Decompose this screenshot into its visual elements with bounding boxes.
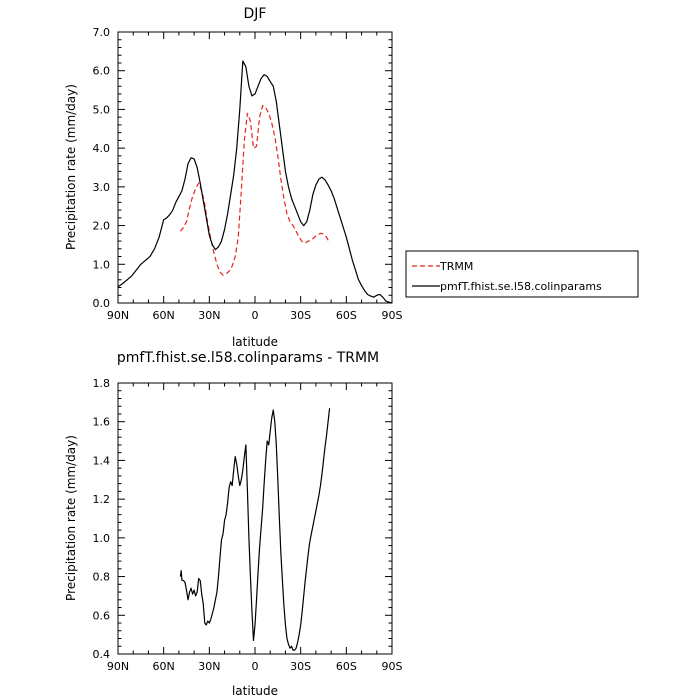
top-chart-title: DJF bbox=[244, 6, 267, 22]
top-chart-panel: DJF 90N 60N 30N 0 30S 60S 90S 0.0 1.0 2.0 3.0 4.0 5.… bbox=[64, 6, 403, 349]
bottom-y-tick-label: 1.4 bbox=[93, 454, 111, 467]
bottom-x-tick-label: 60N bbox=[153, 660, 175, 673]
bottom-y-tick-label: 1.6 bbox=[93, 416, 111, 429]
top-plot-frame bbox=[117, 31, 393, 304]
bottom-series-line-0 bbox=[179, 408, 331, 651]
bottom-plot-frame bbox=[117, 382, 393, 655]
bottom-x-tick-label: 90N bbox=[107, 660, 129, 673]
top-y-tick-label: 6.0 bbox=[93, 65, 111, 78]
top-x-tick-label: 0 bbox=[252, 309, 259, 322]
bottom-chart-panel: pmfT.fhist.se.l58.colinparams - TRMM 90N… bbox=[64, 350, 403, 698]
bottom-x-tick-label: 90S bbox=[382, 660, 403, 673]
bottom-y-axis-title: Precipitation rate (mm/day) bbox=[64, 435, 78, 601]
bottom-x-tick-label: 0 bbox=[252, 660, 259, 673]
top-y-axis-title: Precipitation rate (mm/day) bbox=[64, 84, 78, 250]
top-y-tick-label: 1.0 bbox=[93, 258, 111, 271]
bottom-y-tick-label: 1.2 bbox=[93, 493, 111, 506]
top-y-tick-label: 2.0 bbox=[93, 220, 111, 233]
legend-label-trmm: TRMM bbox=[439, 260, 473, 273]
legend: TRMM pmfT.fhist.se.l58.colinparams bbox=[405, 250, 639, 298]
legend-label-model: pmfT.fhist.se.l58.colinparams bbox=[440, 280, 602, 293]
top-x-tick-label: 30S bbox=[290, 309, 311, 322]
top-series-group bbox=[117, 60, 393, 304]
top-x-tick-label: 30N bbox=[198, 309, 220, 322]
top-y-tick-label: 3.0 bbox=[93, 181, 111, 194]
top-y-tick-label: 4.0 bbox=[93, 142, 111, 155]
top-x-tick-label: 90N bbox=[107, 309, 129, 322]
top-x-tick-label: 60S bbox=[336, 309, 357, 322]
top-x-tick-label: 60N bbox=[153, 309, 175, 322]
bottom-y-tick-label: 1.8 bbox=[93, 377, 111, 390]
bottom-x-axis-title: latitude bbox=[232, 684, 278, 698]
bottom-axis-ticks: 90N 60N 30N 0 30S 60S 90S 0.4 0.6 0.8 1.0 1.2 1.4 1.6… bbox=[93, 377, 403, 673]
bottom-y-tick-label: 1.0 bbox=[93, 532, 111, 545]
bottom-y-tick-label: 0.4 bbox=[93, 648, 111, 661]
bottom-x-tick-label: 60S bbox=[336, 660, 357, 673]
top-y-tick-label: 5.0 bbox=[93, 103, 111, 116]
bottom-x-tick-label: 30N bbox=[198, 660, 220, 673]
top-axis-ticks: 90N 60N 30N 0 30S 60S 90S 0.0 1.0 2.0 3.0 4.0 5.0 6.0… bbox=[93, 26, 403, 322]
top-x-axis-title: latitude bbox=[232, 335, 278, 349]
top-y-tick-label: 7.0 bbox=[93, 26, 111, 39]
bottom-y-tick-label: 0.8 bbox=[93, 571, 111, 584]
top-x-tick-label: 90S bbox=[382, 309, 403, 322]
bottom-x-tick-label: 30S bbox=[290, 660, 311, 673]
top-series-line-0 bbox=[179, 104, 331, 276]
bottom-chart-title: pmfT.fhist.se.l58.colinparams - TRMM bbox=[117, 350, 379, 366]
top-y-tick-label: 0.0 bbox=[93, 297, 111, 310]
top-series-line-1 bbox=[117, 60, 393, 304]
legend-box bbox=[405, 250, 639, 298]
bottom-series-group bbox=[179, 408, 331, 651]
bottom-y-tick-label: 0.6 bbox=[93, 609, 111, 622]
